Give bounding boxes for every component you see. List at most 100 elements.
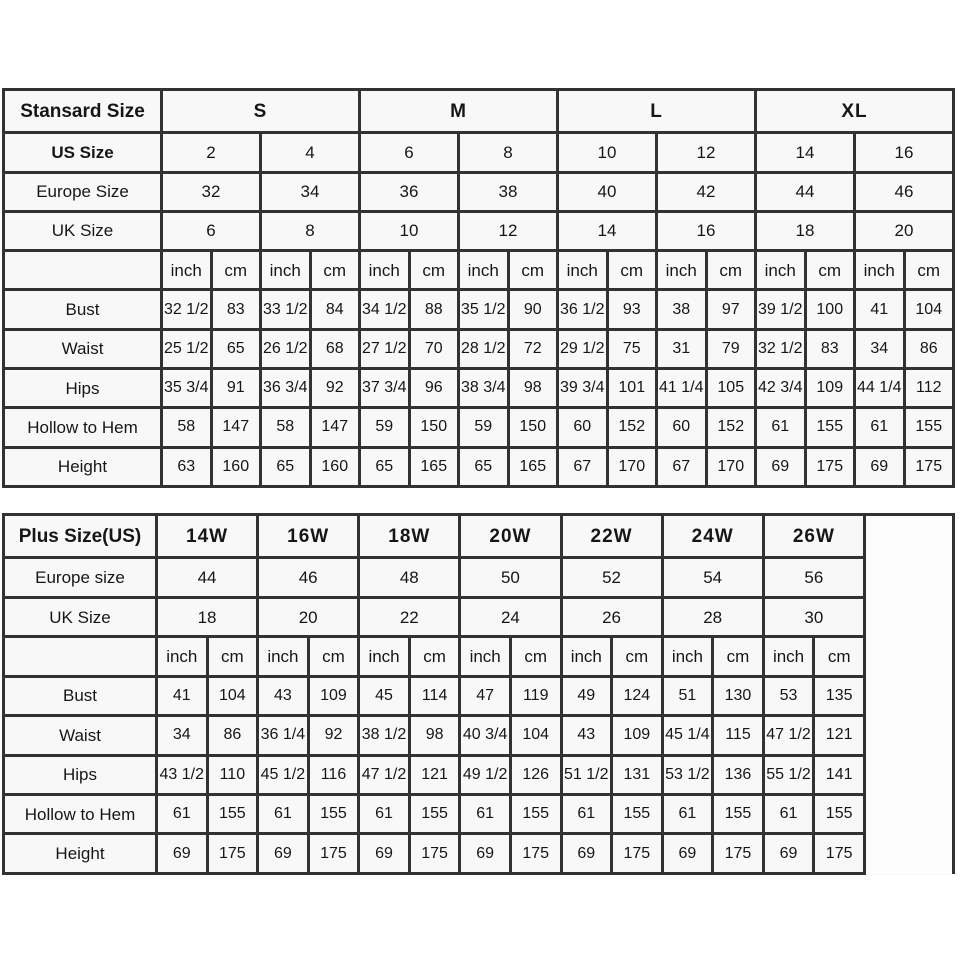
table-row: Bust 41 104 43 109 45 114 47 119 49 124 51 130 53 135 (2, 674, 954, 718)
measure-value-cell: 121 (812, 714, 866, 757)
measure-value-cell: 175 (803, 445, 856, 489)
unit-row-spacer (2, 635, 158, 678)
unit-header-cm: cm (704, 249, 757, 292)
measure-value-cell: 97 (704, 288, 757, 331)
row-label-hollow-to-hem: Hollow to Hem (2, 792, 158, 836)
size-value-cell: 22 (357, 595, 462, 639)
measure-value-cell: 96 (407, 367, 460, 410)
measure-value-cell: 69 (660, 832, 715, 875)
unit-header-inch: inch (160, 249, 213, 292)
size-value-cell: 8 (457, 131, 559, 174)
unit-header-inch: inch (556, 249, 609, 292)
measure-value-cell: 65 (457, 445, 510, 489)
measure-value-cell: 116 (306, 753, 361, 797)
measure-value-cell: 65 (358, 445, 411, 489)
measure-value-cell: 61 (155, 792, 209, 836)
unit-header-inch: inch (259, 249, 312, 292)
measure-value-cell: 150 (407, 406, 460, 449)
table-row: Hollow to Hem 61 155 61 155 61 155 61 155 61 155 61… (2, 792, 954, 836)
measure-value-cell: 141 (812, 753, 866, 797)
measure-value-cell: 155 (902, 406, 955, 449)
measure-value-cell: 104 (902, 288, 955, 331)
measure-value-cell: 34 1/2 (358, 288, 411, 331)
measure-value-cell: 109 (610, 714, 664, 757)
size-value-cell: 30 (761, 595, 867, 639)
measure-value-cell: 175 (407, 832, 462, 875)
measure-value-cell: 112 (902, 367, 955, 410)
measure-value-cell: 49 1/2 (458, 753, 512, 797)
unit-header-cm: cm (803, 249, 856, 292)
measure-value-cell: 147 (209, 406, 262, 449)
measure-value-cell: 165 (407, 445, 460, 489)
measure-value-cell: 61 (256, 792, 310, 836)
measure-value-cell: 175 (610, 832, 664, 875)
size-value-cell: 42 (655, 170, 757, 213)
measure-value-cell: 135 (812, 674, 866, 718)
measure-value-cell: 90 (506, 288, 559, 331)
measure-value-cell: 61 (458, 792, 512, 836)
unit-header-cm: cm (508, 635, 563, 678)
row-label-hips: Hips (2, 753, 158, 797)
measure-value-cell: 101 (605, 367, 658, 410)
measure-value-cell: 61 (754, 406, 807, 449)
size-value-cell: 6 (160, 209, 262, 253)
measure-value-cell: 105 (704, 367, 757, 410)
measure-value-cell: 33 1/2 (259, 288, 312, 331)
measure-value-cell: 35 3/4 (160, 367, 213, 410)
stansard-size-title: Stansard Size (2, 87, 163, 135)
standard-size-table: Stansard Size S M L XL US Size 2 4 6 8 10 12 14 16 Eur… (2, 87, 955, 489)
unit-header-inch: inch (853, 249, 906, 292)
measure-value-cell: 44 1/4 (853, 367, 906, 410)
measure-value-cell: 79 (704, 327, 757, 371)
measure-value-cell: 69 (256, 832, 310, 875)
measure-value-cell: 155 (407, 792, 462, 836)
measure-value-cell: 160 (209, 445, 262, 489)
measure-value-cell: 32 1/2 (160, 288, 213, 331)
size-value-cell: 18 (154, 595, 260, 639)
measure-value-cell: 41 (155, 674, 209, 718)
table-row: Hips 35 3/4 91 36 3/4 92 37 3/4 96 38 3/4 98 39 3… (2, 367, 955, 410)
measure-value-cell: 59 (457, 406, 510, 449)
table-row: Waist 25 1/2 65 26 1/2 68 27 1/2 70 28 1/2 72 29 … (2, 327, 955, 371)
row-label-uk-size: UK Size (2, 595, 158, 639)
measure-value-cell: 51 1/2 (559, 753, 614, 797)
unit-header-cm: cm (407, 249, 460, 292)
measure-value-cell: 55 1/2 (761, 753, 816, 797)
measure-value-cell: 60 (655, 406, 708, 449)
size-value-cell: 4 (259, 131, 361, 174)
measure-value-cell: 43 1/2 (155, 753, 209, 797)
measure-value-cell: 63 (160, 445, 213, 489)
empty-right-column (863, 513, 955, 874)
measure-value-cell: 92 (306, 714, 361, 757)
measure-value-cell: 126 (508, 753, 563, 797)
size-value-cell: 26 (559, 595, 664, 639)
measure-value-cell: 68 (308, 327, 361, 371)
size-group-header-m: M (358, 87, 559, 135)
row-label-europe-size: Europe size (2, 556, 158, 599)
measure-value-cell: 27 1/2 (358, 327, 411, 371)
measure-value-cell: 88 (407, 288, 460, 331)
size-value-cell: 44 (754, 170, 856, 213)
size-value-cell: 18 (754, 209, 856, 253)
size-group-header-s: S (160, 87, 361, 135)
measure-value-cell: 38 3/4 (457, 367, 510, 410)
measure-value-cell: 45 (357, 674, 411, 718)
unit-header-inch: inch (457, 249, 510, 292)
table-row: inch cm inch cm inch cm inch cm inch cm inch cm inch… (2, 249, 955, 292)
measure-value-cell: 130 (711, 674, 765, 718)
unit-header-inch: inch (155, 635, 209, 678)
measure-value-cell: 41 (853, 288, 906, 331)
plus-size-us-title: Plus Size(US) (2, 512, 158, 560)
unit-header-cm: cm (610, 635, 664, 678)
measure-value-cell: 155 (812, 792, 866, 836)
measure-value-cell: 53 1/2 (660, 753, 715, 797)
measure-value-cell: 61 (559, 792, 614, 836)
measure-value-cell: 121 (407, 753, 462, 797)
measure-value-cell: 83 (803, 327, 856, 371)
measure-value-cell: 47 1/2 (357, 753, 411, 797)
unit-header-cm: cm (205, 635, 260, 678)
row-label-bust: Bust (2, 674, 158, 718)
table-row: Europe size 44 46 48 50 52 54 56 (2, 556, 954, 599)
size-value-cell: 20 (256, 595, 361, 639)
row-label-hips: Hips (2, 367, 163, 410)
